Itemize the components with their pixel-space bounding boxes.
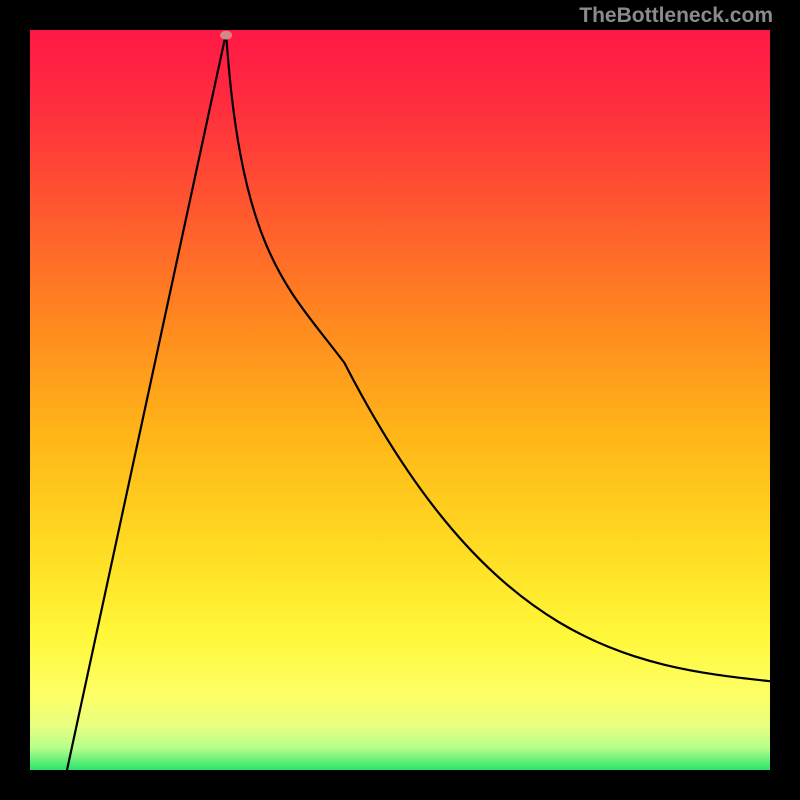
plot-svg [30, 30, 770, 770]
gradient-background [30, 30, 770, 770]
optimal-point-marker [220, 31, 232, 40]
chart-container: TheBottleneck.com [0, 0, 800, 800]
plot-area [30, 30, 770, 770]
watermark-text: TheBottleneck.com [579, 4, 773, 28]
